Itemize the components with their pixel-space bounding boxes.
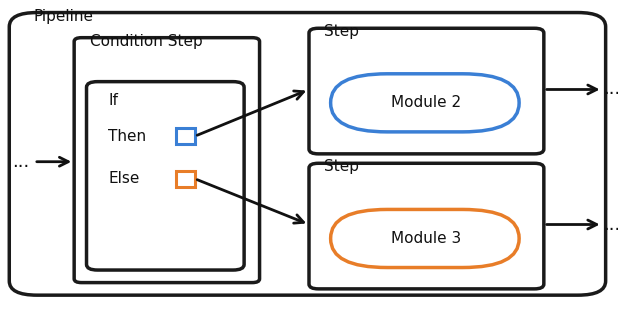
Bar xyxy=(176,128,195,144)
FancyBboxPatch shape xyxy=(74,38,260,283)
Text: ...: ... xyxy=(12,153,30,171)
Text: Then: Then xyxy=(108,129,146,144)
FancyBboxPatch shape xyxy=(87,82,244,270)
Text: ...: ... xyxy=(603,80,618,99)
FancyBboxPatch shape xyxy=(309,163,544,289)
FancyBboxPatch shape xyxy=(331,209,519,268)
FancyBboxPatch shape xyxy=(331,74,519,132)
Text: Else: Else xyxy=(108,171,140,187)
Text: If: If xyxy=(108,93,118,108)
Text: Module 3: Module 3 xyxy=(391,231,462,246)
Text: ...: ... xyxy=(603,215,618,234)
FancyBboxPatch shape xyxy=(9,13,606,295)
FancyBboxPatch shape xyxy=(309,28,544,154)
Text: Step: Step xyxy=(324,24,360,39)
Text: Module 2: Module 2 xyxy=(391,95,462,110)
Bar xyxy=(176,171,195,187)
Text: Condition Step: Condition Step xyxy=(90,34,202,49)
Text: Step: Step xyxy=(324,159,360,174)
Text: Pipeline: Pipeline xyxy=(34,8,94,24)
